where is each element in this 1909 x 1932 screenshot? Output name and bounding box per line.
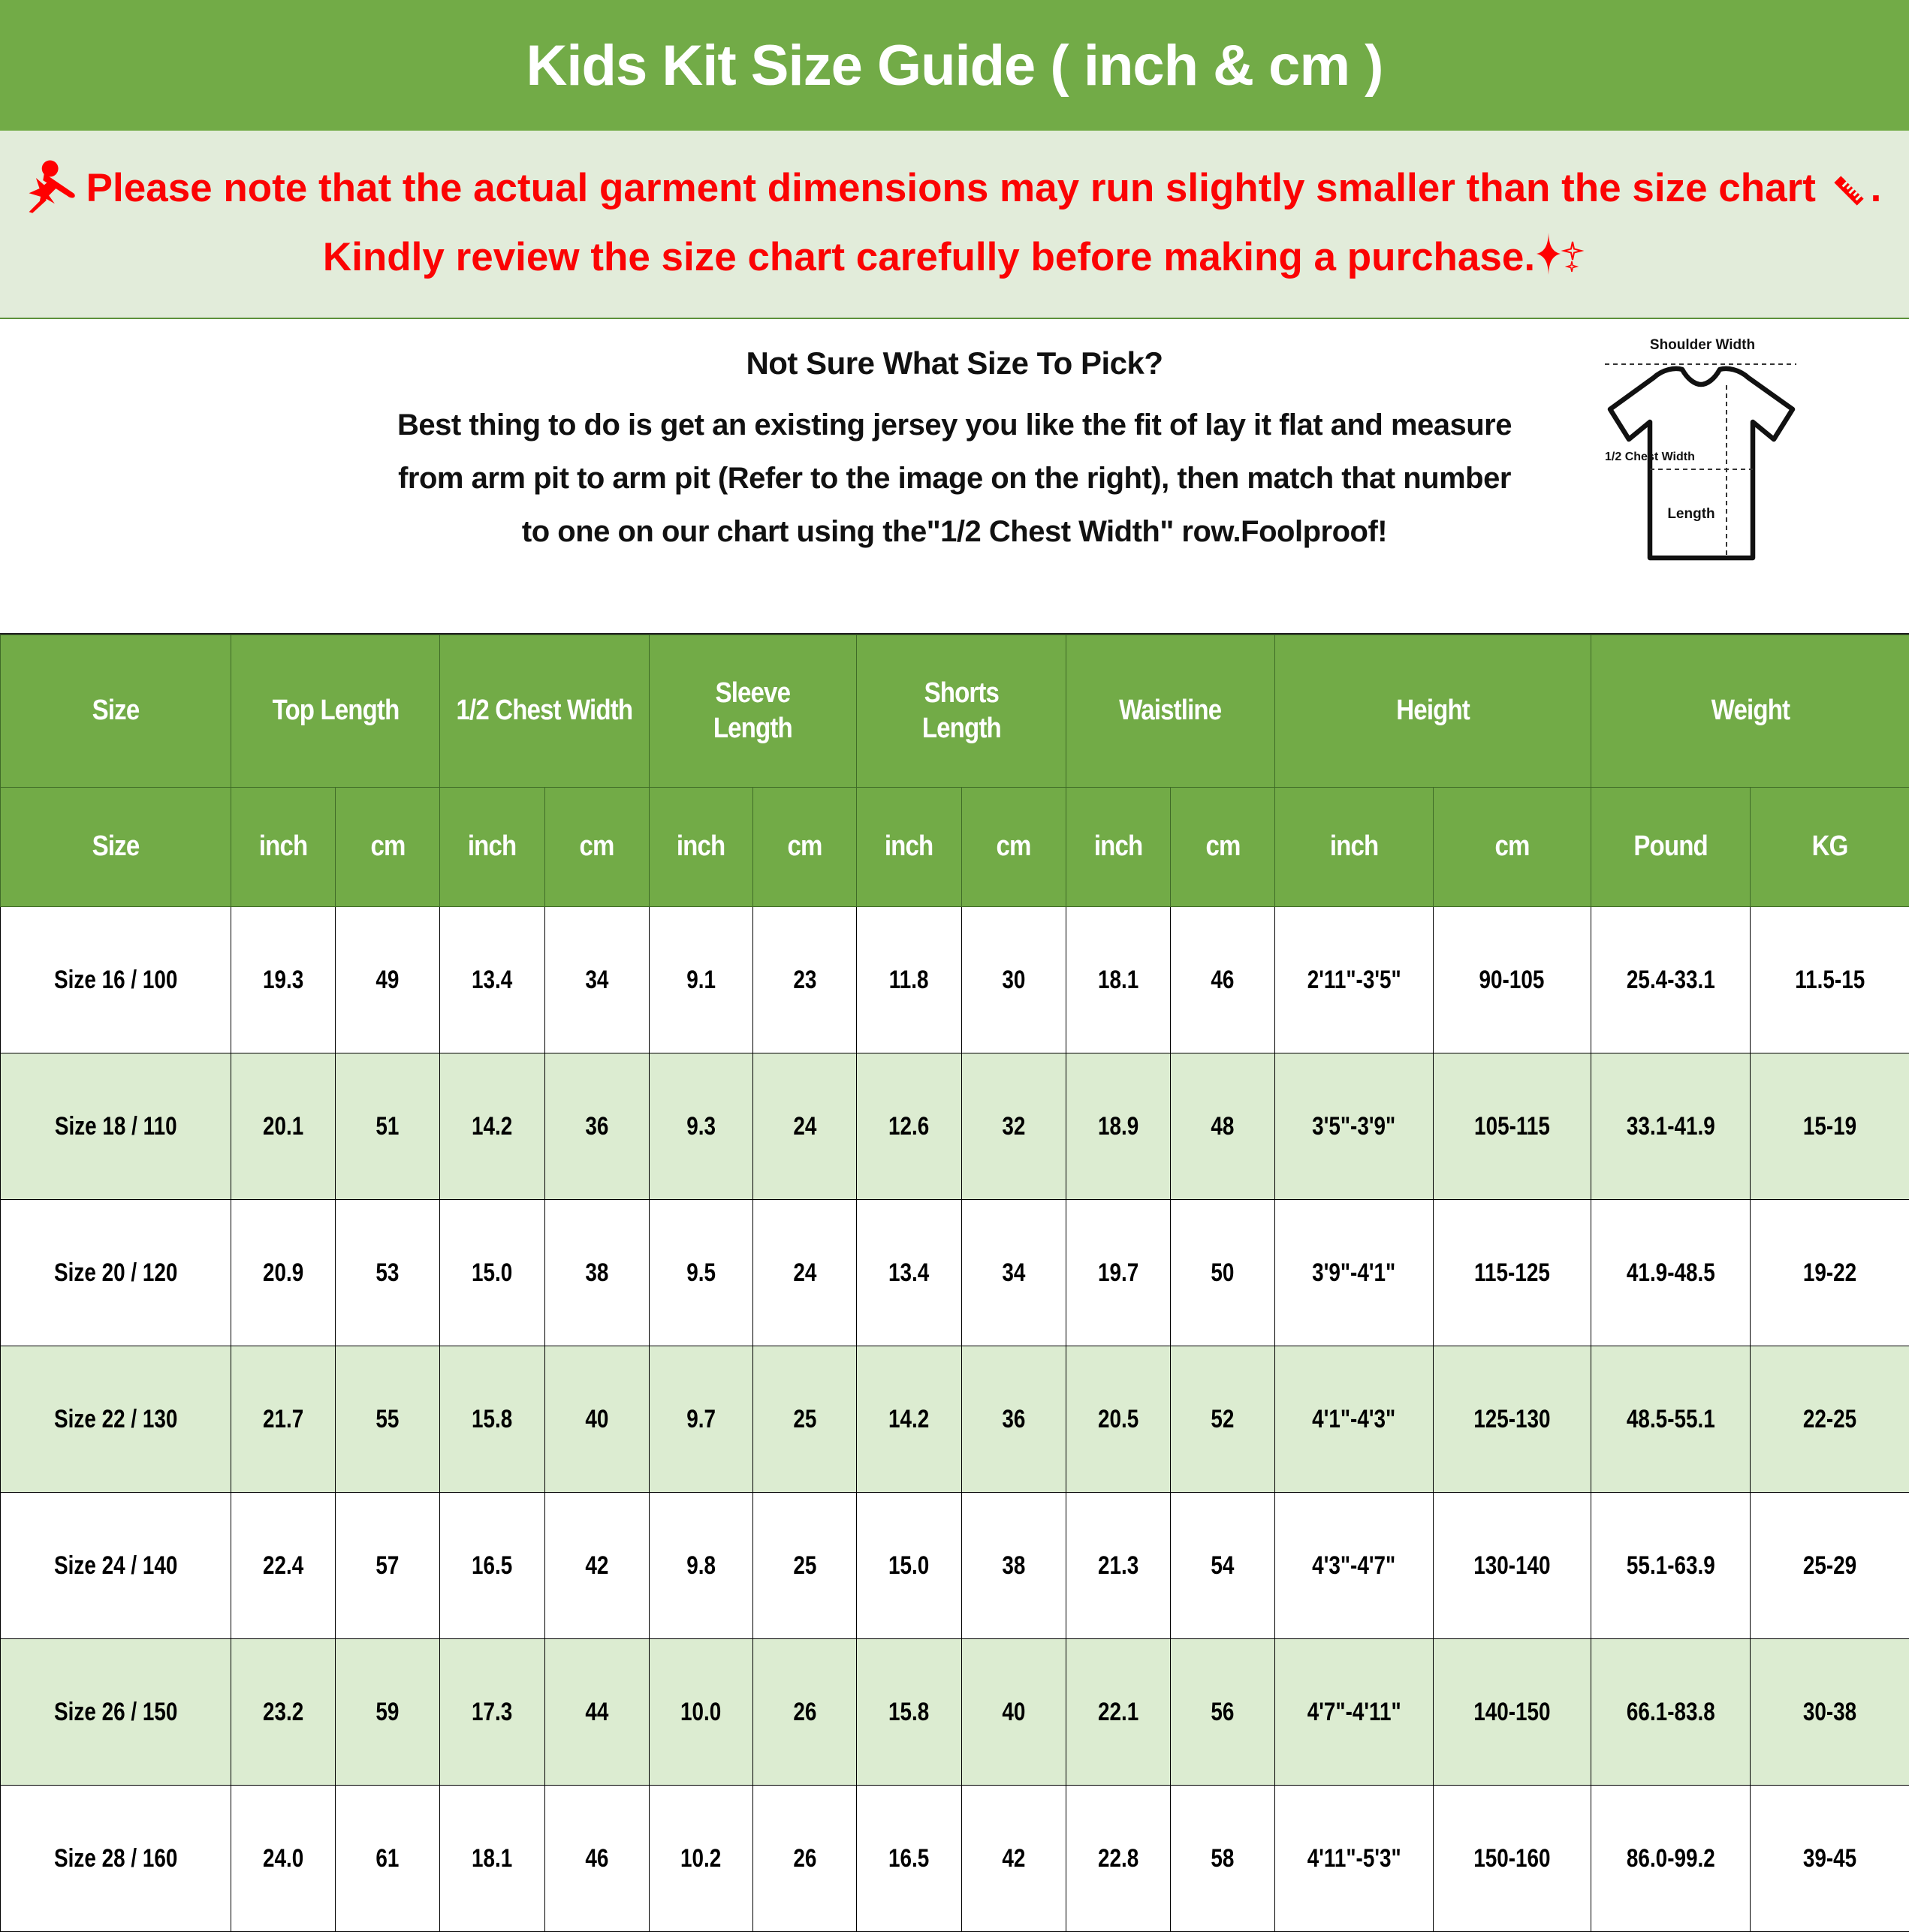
svg-text:Shoulder Width: Shoulder Width <box>1650 337 1755 353</box>
svg-text:Length: Length <box>1667 506 1714 522</box>
svg-text:1/2 Chest Width: 1/2 Chest Width <box>1605 451 1695 463</box>
